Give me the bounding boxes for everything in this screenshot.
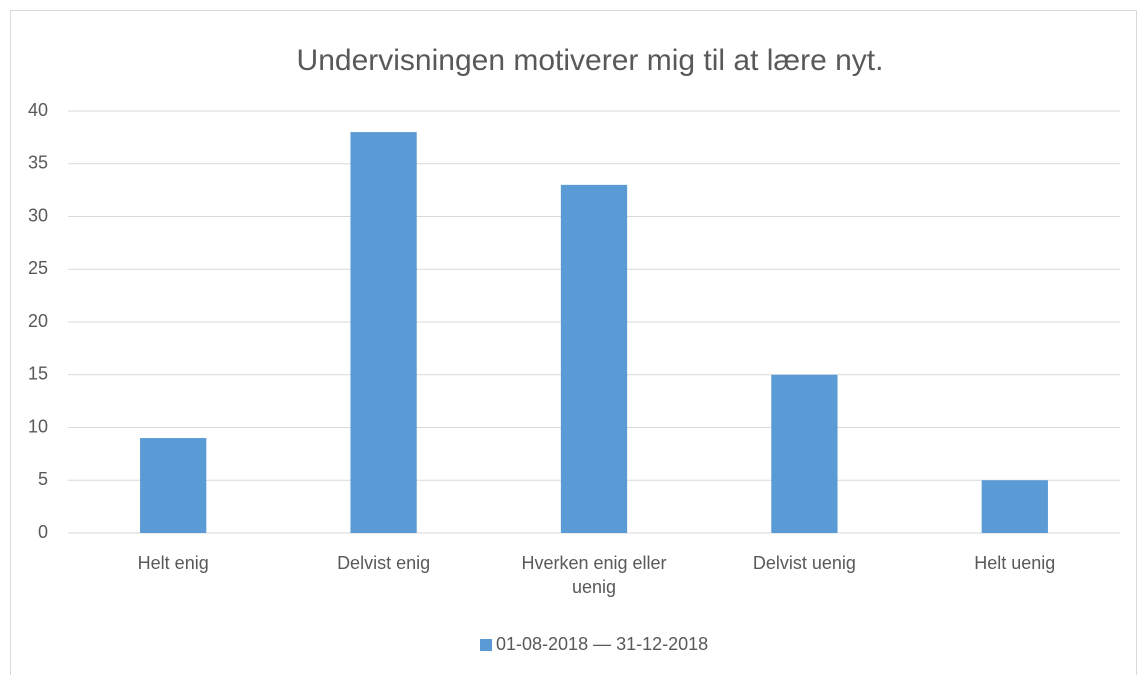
x-tick-label: Helt uenig [974,553,1056,573]
legend-label: 01-08-2018 — 31-12-2018 [496,634,709,654]
x-tick-label: Delvist uenig [752,553,856,573]
x-tick-label: Helt enig [137,553,209,573]
bar [560,184,628,533]
x-tick-label: Hverken enig eller uenig [521,553,667,597]
bar [981,480,1048,533]
bar [140,438,207,533]
y-tick-label: 40 [28,100,48,120]
y-tick-label: 35 [28,153,48,173]
y-tick-label: 0 [38,522,48,542]
y-tick-label: 15 [28,364,48,384]
y-tick-label: 10 [28,416,48,436]
bar [771,374,838,533]
y-tick-label: 30 [28,205,48,225]
y-tick-label: 20 [28,311,48,331]
y-tick-label: 25 [28,258,48,278]
legend-swatch [480,638,492,651]
chart-border [10,10,1137,675]
bar [350,132,417,533]
legend: 01-08-2018 — 31-12-2018 [480,634,708,655]
chart-title: Undervisningen motiverer mig til at lære… [297,44,884,77]
y-tick-label: 5 [38,469,48,489]
x-tick-label: Delvist enig [337,553,431,573]
